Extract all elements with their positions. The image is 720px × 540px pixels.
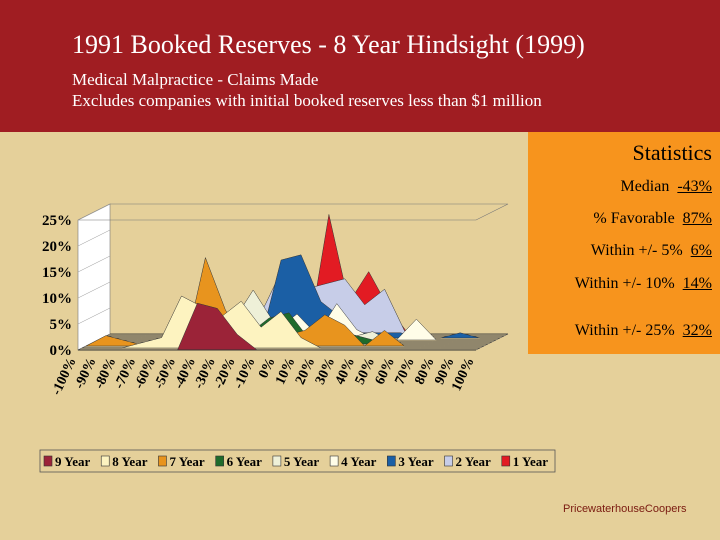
y-tick-label: 20% <box>42 239 72 255</box>
y-gridline <box>77 229 111 247</box>
stat-label: Median <box>620 178 670 195</box>
legend-label: 4 Year <box>341 454 376 469</box>
stat-within-10: Within +/- 10% 14% <box>575 275 712 293</box>
statistics-panel: Statistics Median -43% % Favorable 87% Wit… <box>528 132 720 354</box>
series-area-8-year <box>81 295 481 349</box>
y-gridline <box>77 255 111 273</box>
page-subtitle-line: Medical Malpractice - Claims Made <box>72 70 319 89</box>
brand-footer: PricewaterhouseCoopers <box>563 503 687 515</box>
legend-label: 2 Year <box>456 454 491 469</box>
legend-box <box>39 449 556 473</box>
y-gridline <box>77 307 111 325</box>
distribution-area-chart: 0%5%10%15%20%25%-100%-90%-80%-70%-60%-50… <box>39 203 556 473</box>
stat-value: 87% <box>682 210 712 227</box>
legend-label: 7 Year <box>169 454 204 469</box>
legend-swatch <box>272 455 282 467</box>
stat-label: % Favorable <box>593 210 675 227</box>
legend-swatch <box>43 455 53 467</box>
header-banner: 1991 Booked Reserves - 8 Year Hindsight … <box>0 0 720 132</box>
y-gridline <box>77 281 111 299</box>
legend-swatch <box>501 455 511 467</box>
y-tick-label: 15% <box>42 265 72 281</box>
stat-label: Within +/- 10% <box>574 275 675 292</box>
chart-back-top-edge <box>77 203 509 221</box>
stat-within-5: Within +/- 5% 6% <box>591 242 712 260</box>
legend-label: 1 Year <box>513 454 548 469</box>
y-tick-label: 25% <box>42 213 72 229</box>
legend-label: 6 Year <box>227 454 262 469</box>
legend-swatch <box>387 455 396 467</box>
y-tick-label: 5% <box>50 317 73 333</box>
y-tick-label: 10% <box>42 291 72 307</box>
stat-value: 32% <box>682 322 712 339</box>
legend-swatch <box>444 455 453 467</box>
legend-label: 5 Year <box>284 454 319 469</box>
legend-swatch <box>329 455 339 467</box>
stat-value: 6% <box>690 242 712 259</box>
legend-label: 3 Year <box>398 454 433 469</box>
y-gridline <box>77 203 111 221</box>
stat-favorable: % Favorable 87% <box>593 210 712 228</box>
stat-within-25: Within +/- 25% 32% <box>575 322 712 340</box>
stat-label: Within +/- 5% <box>590 242 683 259</box>
statistics-title: Statistics <box>632 140 712 165</box>
stat-label: Within +/- 25% <box>574 322 675 339</box>
legend-label: 9 Year <box>55 454 90 469</box>
stat-value: 14% <box>682 275 712 292</box>
y-tick-label: 0% <box>50 343 73 359</box>
legend-swatch <box>100 455 110 467</box>
legend-swatch <box>158 455 167 467</box>
legend-swatch <box>215 455 224 467</box>
chart-side-wall <box>77 203 111 351</box>
stat-median: Median -43% <box>620 178 712 196</box>
stat-value: -43% <box>677 178 712 195</box>
page-subtitle-note: Excludes companies with initial booked r… <box>72 91 542 110</box>
page-title: 1991 Booked Reserves - 8 Year Hindsight … <box>72 30 585 59</box>
legend-label: 8 Year <box>112 454 147 469</box>
